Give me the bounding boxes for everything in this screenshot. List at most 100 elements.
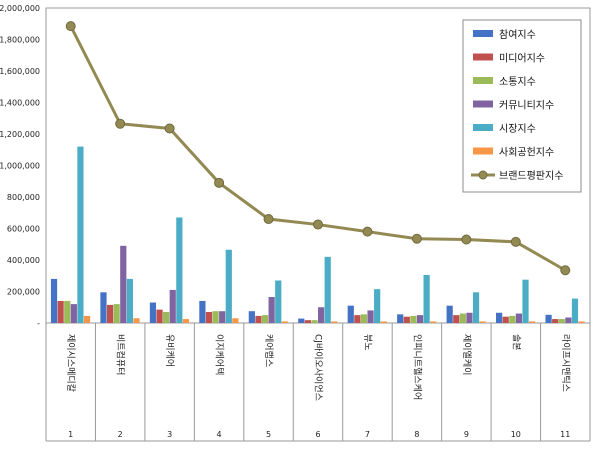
bar	[354, 315, 361, 324]
category-rank: 7	[365, 430, 370, 439]
category-label: 제이시스메디칼	[65, 334, 76, 392]
bar	[261, 315, 269, 324]
line-point	[313, 219, 323, 230]
bar	[403, 316, 410, 323]
legend-label: 참여지수	[499, 29, 536, 41]
bar	[57, 300, 64, 323]
bar	[360, 314, 368, 323]
bar	[529, 321, 536, 323]
bar	[416, 315, 424, 324]
bar	[156, 309, 163, 323]
bar	[163, 311, 170, 323]
category-label: 케어랩스	[263, 334, 275, 367]
category-rank: 10	[511, 430, 521, 439]
y-tick-label: 1,000,000	[0, 162, 40, 171]
bar	[113, 304, 120, 323]
line-point	[65, 21, 76, 32]
line-point	[164, 123, 175, 134]
bar	[374, 289, 381, 323]
bar	[232, 318, 239, 323]
category-label: 제이엘케이	[461, 334, 472, 375]
bar	[571, 298, 579, 323]
category-rank: 11	[560, 430, 570, 439]
bar	[502, 316, 509, 323]
category-rank: 3	[167, 430, 172, 439]
bar	[120, 245, 127, 323]
bar	[453, 315, 460, 324]
bar	[64, 300, 71, 323]
bar	[311, 320, 318, 323]
bar	[318, 307, 325, 323]
y-tick-label: 400,000	[7, 256, 40, 265]
bar	[545, 314, 552, 323]
line-point	[560, 265, 571, 276]
y-tick-label: 1,600,000	[0, 67, 40, 76]
category-rank: 5	[266, 430, 271, 439]
bar	[410, 315, 417, 323]
bar	[126, 278, 133, 323]
y-tick-label: 1,800,000	[0, 36, 40, 45]
y-tick-label: 2,000,000	[0, 4, 40, 13]
bar	[106, 304, 114, 323]
bar	[496, 312, 503, 323]
category-rank: 9	[464, 430, 469, 439]
bar	[176, 217, 183, 323]
line-point	[214, 177, 225, 188]
bar	[255, 315, 262, 323]
bar	[225, 249, 232, 323]
y-tick-label: 600,000	[7, 225, 40, 234]
line-point	[510, 236, 521, 247]
bar	[472, 292, 480, 323]
category-label: 뷰노	[362, 334, 373, 351]
bar	[397, 314, 404, 323]
bar	[70, 304, 77, 323]
bar	[552, 319, 559, 323]
bar	[509, 315, 516, 323]
bar	[304, 320, 311, 323]
category-rank: 2	[118, 430, 123, 439]
y-tick-label: 800,000	[7, 193, 40, 202]
bar	[212, 311, 219, 323]
y-tick-label: -	[37, 319, 40, 328]
line-point	[263, 214, 274, 225]
bar	[324, 256, 331, 323]
bar	[479, 321, 486, 323]
bar	[281, 321, 288, 323]
legend-label: 소통지수	[499, 76, 536, 88]
bar	[205, 311, 213, 323]
line-point	[461, 234, 472, 245]
y-tick-label: 1,400,000	[0, 99, 40, 108]
line-point	[115, 118, 126, 129]
bar	[199, 300, 206, 323]
bar	[298, 318, 305, 323]
legend-marker	[478, 170, 488, 180]
bar	[268, 297, 275, 323]
bar	[83, 315, 91, 323]
y-tick-label: 200,000	[7, 288, 40, 297]
category-rank: 6	[315, 430, 320, 439]
legend-swatch	[473, 100, 493, 108]
category-label: 솔본	[510, 334, 521, 351]
legend-swatch	[473, 124, 493, 131]
bar	[430, 321, 437, 323]
bar	[100, 292, 107, 323]
bar	[347, 305, 354, 323]
legend-swatch	[473, 53, 493, 61]
bar	[522, 279, 529, 323]
bar	[423, 274, 430, 323]
bar	[466, 312, 473, 323]
legend-swatch	[473, 30, 493, 37]
bar	[182, 319, 190, 323]
bar	[149, 302, 157, 323]
category-label: 라이프시맨틱스	[560, 334, 572, 392]
line-point	[411, 233, 422, 244]
legend-swatch	[473, 147, 493, 155]
category-rank: 1	[68, 430, 73, 439]
legend-label: 브랜드평판지수	[499, 170, 563, 182]
category-rank: 4	[217, 430, 222, 439]
category-label: 이지케어텍	[214, 334, 225, 375]
legend-label: 미디어지수	[499, 53, 545, 65]
bar	[565, 317, 572, 323]
